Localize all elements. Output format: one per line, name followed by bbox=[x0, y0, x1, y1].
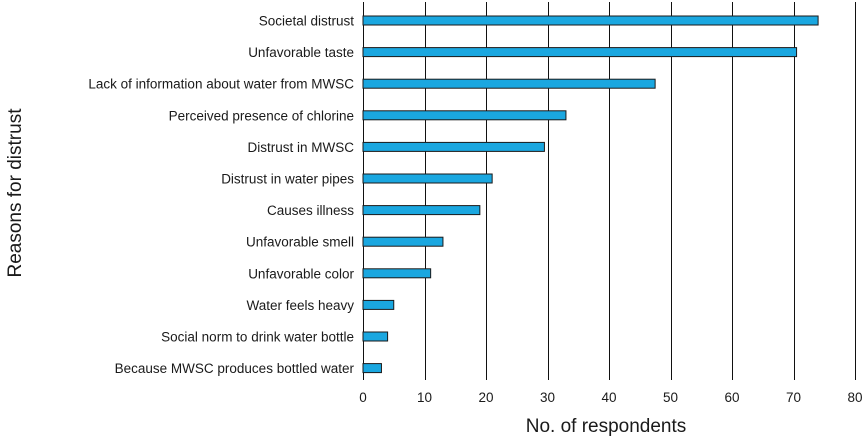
y-axis-title: Reasons for distrust bbox=[5, 108, 26, 278]
category-label: Lack of information about water from MWS… bbox=[88, 77, 354, 92]
bar bbox=[362, 236, 444, 247]
bars bbox=[362, 15, 819, 374]
x-tick-label: 60 bbox=[724, 390, 739, 405]
x-tick-label: 10 bbox=[417, 390, 432, 405]
x-tick-label: 0 bbox=[359, 390, 367, 405]
bar bbox=[362, 15, 819, 26]
x-axis-title: No. of respondents bbox=[526, 416, 687, 437]
x-tick-label: 30 bbox=[540, 390, 555, 405]
x-tick-label: 70 bbox=[786, 390, 801, 405]
category-labels: Societal distrust Unfavorable taste Lack o… bbox=[88, 14, 354, 377]
category-label: Distrust in MWSC bbox=[247, 140, 354, 155]
category-label: Distrust in water pipes bbox=[221, 172, 354, 187]
x-tick-labels: 0 10 20 30 40 50 60 70 80 bbox=[359, 390, 862, 405]
category-label: Unfavorable color bbox=[248, 266, 354, 281]
category-label: Perceived presence of chlorine bbox=[169, 108, 354, 123]
category-label: Unfavorable smell bbox=[246, 235, 354, 250]
gridlines bbox=[363, 2, 856, 380]
category-label: Causes illness bbox=[267, 203, 354, 218]
bar bbox=[362, 268, 432, 279]
x-tick-label: 50 bbox=[663, 390, 678, 405]
bar bbox=[362, 173, 493, 184]
bar bbox=[362, 47, 798, 58]
bar bbox=[362, 363, 382, 374]
x-tick-label: 40 bbox=[601, 390, 616, 405]
bar bbox=[362, 78, 656, 89]
x-tick-label: 80 bbox=[847, 390, 862, 405]
category-label: Water feels heavy bbox=[246, 298, 354, 313]
bar bbox=[362, 331, 389, 342]
category-label: Because MWSC produces bottled water bbox=[115, 361, 355, 376]
bar bbox=[362, 205, 481, 216]
bar bbox=[362, 110, 567, 121]
bar bbox=[362, 299, 395, 310]
bar bbox=[362, 141, 545, 152]
category-label: Social norm to drink water bottle bbox=[161, 330, 354, 345]
category-label: Unfavorable taste bbox=[248, 45, 354, 60]
category-label: Societal distrust bbox=[259, 14, 355, 29]
x-tick-label: 20 bbox=[478, 390, 493, 405]
